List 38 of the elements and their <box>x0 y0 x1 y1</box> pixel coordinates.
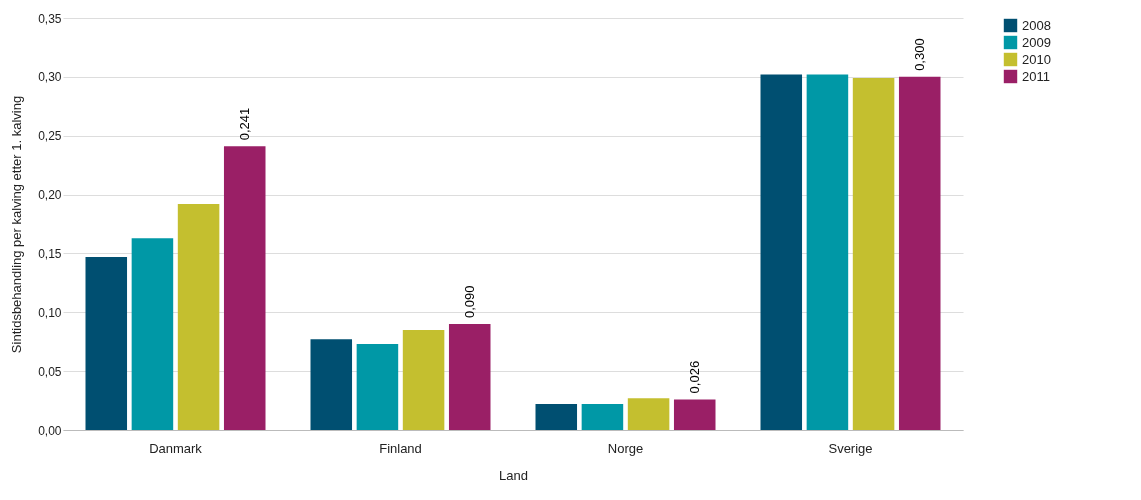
y-axis-title: Sintidsbehandling per kalving etter 1. kalving <box>9 95 25 354</box>
legend-label: 2010 <box>1022 51 1051 67</box>
x-axis-title: Land <box>499 467 528 483</box>
bar <box>673 399 716 430</box>
y-tick-label: 0,10 <box>38 305 62 320</box>
data-label: 0,241 <box>236 107 252 141</box>
legend-label: 2009 <box>1022 34 1051 50</box>
data-label: 0,090 <box>461 285 477 319</box>
y-tick-label: 0,20 <box>38 188 62 203</box>
bar <box>177 203 220 430</box>
y-tick-label: 0,05 <box>38 364 62 379</box>
bar <box>760 74 803 430</box>
bar <box>898 76 941 430</box>
y-tick-label: 0,35 <box>38 11 62 26</box>
y-tick-label: 0,25 <box>38 129 62 144</box>
x-tick-label: Finland <box>379 440 422 456</box>
bar <box>402 329 445 430</box>
bar <box>310 339 353 430</box>
x-tick-label: Sverige <box>828 440 873 456</box>
y-tick-label: 0,00 <box>38 423 62 438</box>
legend-label: 2011 <box>1022 68 1050 84</box>
bar <box>806 74 849 430</box>
bar <box>581 404 624 430</box>
legend-label: 2008 <box>1022 17 1051 33</box>
data-label: 0,026 <box>686 360 702 394</box>
bar <box>852 78 895 430</box>
bar <box>85 256 128 430</box>
bar <box>223 146 266 430</box>
bar <box>356 344 399 430</box>
data-label: 0,300 <box>911 38 927 71</box>
bar <box>131 238 174 430</box>
bar <box>535 404 578 430</box>
x-tick-label: Norge <box>607 440 644 456</box>
y-tick-label: 0,15 <box>38 246 62 261</box>
bar <box>448 324 491 430</box>
bar <box>627 398 670 430</box>
y-tick-label: 0,30 <box>38 70 62 85</box>
x-tick-label: Danmark <box>149 440 203 456</box>
